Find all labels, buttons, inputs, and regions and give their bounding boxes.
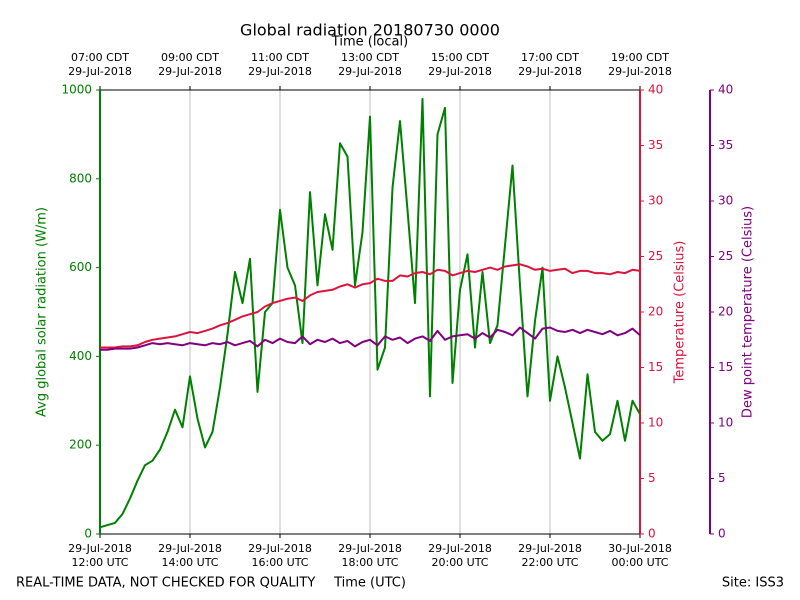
y3-tick-label: 0: [718, 527, 726, 541]
y2-tick-label: 25: [648, 249, 663, 263]
y-axis-label: Avg global solar radiation (W/m): [35, 207, 50, 417]
y2-tick-label: 30: [648, 194, 663, 208]
y2-tick-label: 40: [648, 83, 663, 97]
x2-tick-label: 17:00 CDT 29-Jul-2018: [518, 51, 582, 78]
y2-tick-label: 5: [648, 471, 656, 485]
y-tick-label: 0: [84, 527, 92, 541]
y-tick-label: 200: [69, 438, 92, 452]
y3-tick-label: 5: [718, 471, 726, 485]
y3-tick-label: 30: [718, 194, 733, 208]
y3-axis-label: Dew point temperature (Celsius): [741, 206, 756, 418]
y2-tick-label: 10: [648, 416, 663, 430]
series-line: [99, 97, 641, 529]
x2-tick-label: 09:00 CDT 29-Jul-2018: [158, 51, 222, 78]
x-tick-label: 29-Jul-2018 12:00 UTC: [68, 542, 132, 569]
y2-tick-label: 0: [648, 527, 656, 541]
y-tick-label: 800: [69, 171, 92, 185]
footer-note: REAL-TIME DATA, NOT CHECKED FOR QUALITY: [16, 576, 315, 591]
x2-tick-label: 11:00 CDT 29-Jul-2018: [248, 51, 312, 78]
x-tick-label: 29-Jul-2018 16:00 UTC: [248, 542, 312, 569]
x-tick-label: 29-Jul-2018 20:00 UTC: [428, 542, 492, 569]
y3-tick-label: 20: [718, 305, 733, 319]
x-tick-label: 30-Jul-2018 00:00 UTC: [608, 542, 672, 569]
x-tick-label: 29-Jul-2018 14:00 UTC: [158, 542, 222, 569]
y3-tick-label: 35: [718, 138, 733, 152]
x2-tick-label: 15:00 CDT 29-Jul-2018: [428, 51, 492, 78]
x2-tick-label: 19:00 CDT 29-Jul-2018: [608, 51, 672, 78]
series-line: [100, 263, 641, 349]
y-tick-label: 1000: [61, 83, 92, 97]
x2-tick-label: 13:00 CDT 29-Jul-2018: [338, 51, 402, 78]
y3-tick-label: 10: [718, 416, 733, 430]
y2-axis-label: Temperature (Celsius): [673, 241, 688, 385]
x2-tick-label: 07:00 CDT 29-Jul-2018: [68, 51, 132, 78]
chart-title: Global radiation 20180730 0000: [240, 21, 500, 40]
series-line: [100, 326, 641, 351]
x-axis-label: Time (UTC): [333, 576, 406, 591]
y2-tick-label: 15: [648, 360, 663, 374]
y3-tick-label: 15: [718, 360, 733, 374]
site-label: Site: ISS3: [722, 576, 784, 591]
x2-axis-label: Time (local): [331, 35, 408, 50]
x-tick-label: 29-Jul-2018 22:00 UTC: [518, 542, 582, 569]
y3-tick-label: 40: [718, 83, 733, 97]
y2-tick-label: 20: [648, 305, 663, 319]
y-tick-label: 400: [69, 349, 92, 363]
y3-tick-label: 25: [718, 249, 733, 263]
y2-tick-label: 35: [648, 138, 663, 152]
y-tick-label: 600: [69, 260, 92, 274]
x-tick-label: 29-Jul-2018 18:00 UTC: [338, 542, 402, 569]
